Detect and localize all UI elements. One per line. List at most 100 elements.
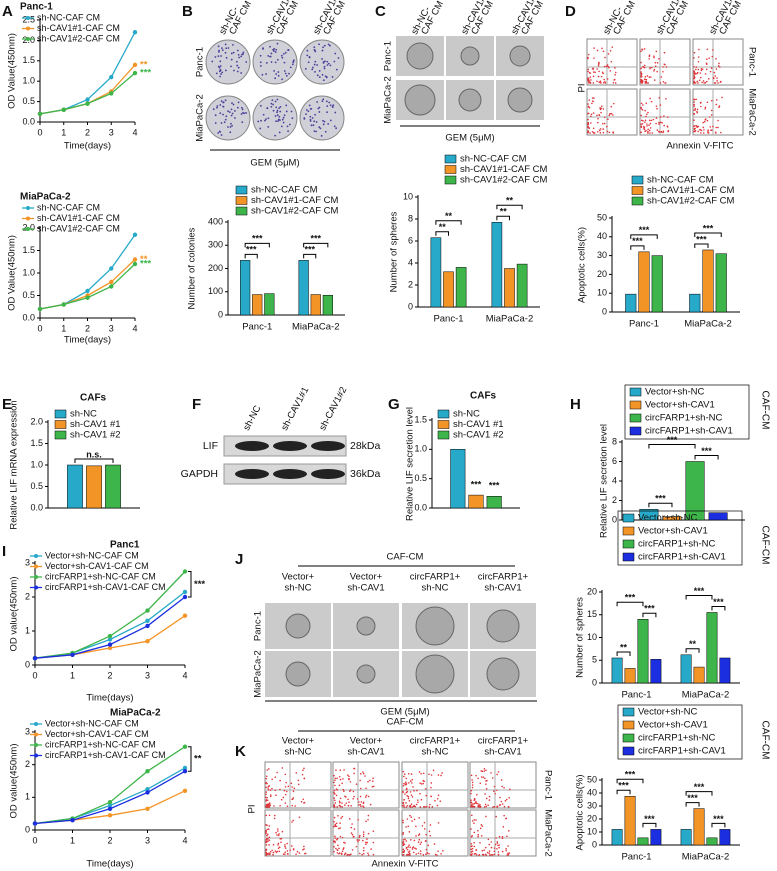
dot — [694, 124, 696, 127]
dot — [471, 784, 474, 786]
dot — [268, 814, 271, 817]
dot — [640, 123, 642, 126]
dot — [716, 77, 718, 79]
colony — [329, 64, 332, 67]
dot — [694, 72, 696, 74]
dot — [483, 770, 486, 772]
dot — [271, 787, 273, 790]
y-tick-label: 6 — [612, 456, 617, 466]
legend-label: sh-CAV1#2-CAF CM — [37, 33, 120, 43]
dot — [335, 794, 338, 797]
legend-marker — [26, 16, 30, 20]
colony — [272, 103, 275, 106]
dot — [418, 833, 421, 835]
colony — [327, 123, 330, 125]
column-label: Vector+ — [282, 736, 315, 747]
dot — [347, 853, 349, 856]
dot — [291, 821, 293, 823]
dot — [485, 815, 487, 818]
bracket — [244, 242, 270, 248]
dot — [496, 841, 499, 843]
colony — [236, 49, 239, 52]
dot — [601, 122, 604, 125]
dot — [276, 834, 278, 836]
colony — [237, 53, 240, 56]
dot — [278, 846, 281, 849]
dot — [366, 838, 368, 840]
dot — [693, 75, 695, 77]
dot — [648, 76, 651, 78]
dot — [408, 799, 411, 802]
dot — [693, 113, 696, 115]
dot — [696, 125, 698, 128]
bar — [67, 464, 83, 509]
data-point — [145, 618, 150, 623]
y-tick-label: 0.0 — [30, 502, 43, 512]
dot — [496, 773, 498, 776]
dot — [493, 785, 496, 788]
dot — [693, 105, 695, 108]
bar — [264, 293, 275, 316]
dot — [267, 840, 269, 842]
dot — [293, 787, 296, 790]
colony — [272, 109, 275, 112]
dot — [473, 841, 475, 844]
bar — [430, 237, 442, 308]
dot — [593, 47, 595, 49]
dot — [300, 800, 303, 803]
legend-label: sh-NC — [453, 409, 480, 420]
dot — [303, 802, 305, 804]
y-tick-label: 50 — [587, 774, 597, 784]
dot — [415, 853, 418, 855]
dot — [430, 774, 433, 776]
bar — [715, 253, 727, 313]
dot — [485, 783, 487, 785]
dot — [598, 129, 601, 131]
legend-swatch — [437, 409, 450, 419]
dot — [426, 852, 428, 854]
dot — [720, 131, 722, 134]
dot — [610, 60, 613, 63]
dot — [475, 848, 477, 851]
dot — [405, 788, 408, 791]
colony — [236, 70, 239, 73]
dot — [694, 130, 696, 133]
dot — [433, 843, 436, 845]
dot — [664, 82, 667, 84]
y-axis-label: Apoptotic cells(%) — [575, 774, 586, 850]
dot — [404, 838, 406, 841]
dot — [644, 109, 646, 112]
colony — [245, 112, 247, 114]
dot — [700, 69, 703, 72]
colony — [241, 108, 244, 111]
y-tick-label: 50 — [597, 212, 607, 222]
dot — [612, 114, 614, 116]
legend-label: circFARP1+sh-NC — [645, 413, 722, 424]
dot — [640, 125, 643, 127]
dot — [416, 799, 419, 801]
column-label: Vector+ — [350, 572, 383, 583]
dot — [506, 798, 508, 801]
dot — [405, 787, 408, 790]
colony — [219, 75, 222, 78]
data-point — [145, 639, 150, 644]
dot — [471, 786, 474, 789]
bar — [322, 294, 333, 316]
dot — [588, 80, 590, 83]
colony — [230, 65, 232, 68]
dot — [710, 109, 713, 112]
significance: *** — [696, 234, 707, 244]
colony — [313, 63, 316, 66]
dot — [593, 97, 595, 99]
dot — [656, 70, 658, 73]
bar — [443, 271, 454, 308]
y-tick-label: 2 — [25, 759, 30, 769]
colony — [260, 119, 262, 122]
dot — [341, 805, 343, 808]
dot — [295, 853, 297, 855]
dot — [640, 107, 643, 110]
dot — [643, 78, 646, 80]
data-point — [107, 813, 113, 818]
dot — [440, 774, 442, 777]
dot — [351, 849, 354, 851]
